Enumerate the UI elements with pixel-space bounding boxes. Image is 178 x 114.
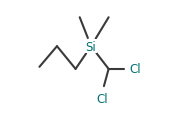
Text: Cl: Cl [129, 63, 141, 76]
Text: Cl: Cl [97, 92, 108, 105]
Text: Si: Si [86, 40, 96, 53]
